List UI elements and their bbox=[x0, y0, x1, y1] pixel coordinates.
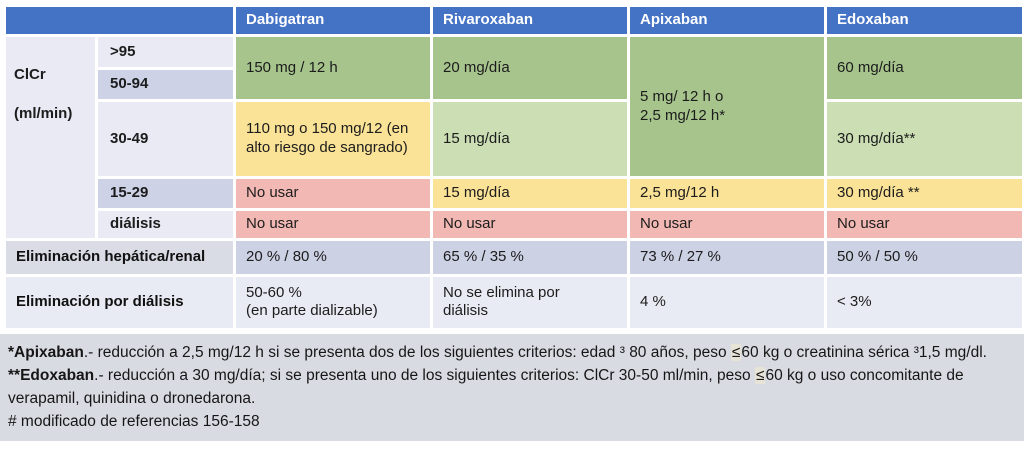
apixaban-dose-low: 2,5 mg/12 h bbox=[627, 176, 827, 211]
anticoagulant-dose-table: Dabigatran Rivaroxaban Apixaban Edoxaban… bbox=[3, 4, 1024, 331]
dabigatran-dose-low: No usar bbox=[233, 176, 433, 211]
footnote-reference: # modificado de referencias 156-158 bbox=[8, 412, 260, 430]
row-elimination-dialysis: Eliminación por diálisis 50-60 % (en par… bbox=[3, 273, 1024, 331]
footnote-apixaban-lead: *Apixaban bbox=[8, 343, 84, 361]
header-dabigatran: Dabigatran bbox=[233, 4, 433, 37]
edoxaban-dose-mid: 30 mg/día** bbox=[824, 99, 1024, 179]
range-30-49: 30-49 bbox=[95, 99, 236, 179]
apixaban-dose-high: 5 mg/ 12 h o 2,5 mg/12 h* bbox=[627, 34, 827, 179]
rivaroxaban-elim-dialysis: No se elimina por diálisis bbox=[430, 273, 630, 331]
edoxaban-elim-dialysis: < 3% bbox=[824, 273, 1024, 331]
edoxaban-elim-hepatic-renal: 50 % / 50 % bbox=[824, 237, 1024, 277]
rivaroxaban-elim-hepatic-renal: 65 % / 35 % bbox=[430, 237, 630, 277]
rivaroxaban-dose-mid: 15 mg/día bbox=[430, 99, 630, 179]
header-empty-cell bbox=[3, 4, 236, 37]
footnote-apixaban-text-end: 60 kg o creatinina sérica ³1,5 mg/dl. bbox=[741, 343, 987, 361]
header-apixaban: Apixaban bbox=[627, 4, 827, 37]
clcr-label-line1: ClCr bbox=[14, 65, 46, 83]
edoxaban-dose-high: 60 mg/día bbox=[824, 34, 1024, 102]
less-equal-symbol: ≤ bbox=[754, 366, 766, 384]
header-edoxaban: Edoxaban bbox=[824, 4, 1024, 37]
range-50-94: 50-94 bbox=[95, 67, 236, 102]
row-clcr-gt95: ClCr (ml/min) >95 150 mg / 12 h 20 mg/dí… bbox=[3, 34, 1024, 241]
dabigatran-elim-dialysis: 50-60 % (en parte dializable) bbox=[233, 273, 433, 331]
clcr-label-line2: (ml/min) bbox=[14, 104, 73, 122]
footnote-edoxaban-text-end: 60 kg o uso concomitante de verapamil, q… bbox=[8, 366, 964, 407]
footnote-edoxaban-text: .- reducción a 30 mg/día; si se presenta… bbox=[94, 366, 755, 384]
less-equal-symbol: ≤ bbox=[730, 343, 742, 361]
row-elimination-hepatic-renal: Eliminación hepática/renal 20 % / 80 % 6… bbox=[3, 237, 1024, 277]
footnote-edoxaban: **Edoxaban.- reducción a 30 mg/día; si s… bbox=[8, 364, 1014, 410]
apixaban-elim-hepatic-renal: 73 % / 27 % bbox=[627, 237, 827, 277]
dabigatran-dose-mid: 110 mg o 150 mg/12 (en alto riesgo de sa… bbox=[233, 99, 433, 179]
footnote-apixaban: *Apixaban.- reducción a 2,5 mg/12 h si s… bbox=[8, 341, 1014, 364]
row-clcr-15-29: 15-29 No usar 15 mg/día 2,5 mg/12 h 30 m… bbox=[5, 176, 1024, 211]
range-gt95: >95 bbox=[95, 34, 236, 70]
header-rivaroxaban: Rivaroxaban bbox=[430, 4, 630, 37]
rivaroxaban-dose-high: 20 mg/día bbox=[430, 34, 630, 102]
range-dialysis: diálisis bbox=[95, 208, 236, 241]
row-clcr-50-94: 50-94 bbox=[5, 67, 1024, 102]
header-row: Dabigatran Rivaroxaban Apixaban Edoxaban bbox=[3, 4, 1024, 37]
range-15-29: 15-29 bbox=[95, 176, 236, 211]
row-dialysis: diálisis No usar No usar No usar No usar bbox=[5, 208, 1024, 241]
dabigatran-elim-hepatic-renal: 20 % / 80 % bbox=[233, 237, 433, 277]
clcr-axis-label: ClCr (ml/min) bbox=[3, 34, 98, 241]
edoxaban-dose-low: 30 mg/día ** bbox=[824, 176, 1024, 211]
dabigatran-dose-dialysis: No usar bbox=[233, 208, 433, 241]
row-clcr-30-49: 30-49 110 mg o 150 mg/12 (en alto riesgo… bbox=[5, 99, 1024, 179]
footnote-edoxaban-lead: **Edoxaban bbox=[8, 366, 95, 384]
dabigatran-dose-high: 150 mg / 12 h bbox=[233, 34, 433, 102]
rivaroxaban-dose-dialysis: No usar bbox=[430, 208, 630, 241]
label-elim-dialysis: Eliminación por diálisis bbox=[3, 273, 236, 331]
rivaroxaban-dose-low: 15 mg/día bbox=[430, 176, 630, 211]
footnotes: *Apixaban.- reducción a 2,5 mg/12 h si s… bbox=[0, 333, 1024, 441]
edoxaban-dose-dialysis: No usar bbox=[824, 208, 1024, 241]
footnote-apixaban-text: .- reducción a 2,5 mg/12 h si se present… bbox=[83, 343, 731, 361]
apixaban-dose-dialysis: No usar bbox=[627, 208, 827, 241]
label-elim-hepatic-renal: Eliminación hepática/renal bbox=[3, 237, 236, 277]
apixaban-elim-dialysis: 4 % bbox=[627, 273, 827, 331]
